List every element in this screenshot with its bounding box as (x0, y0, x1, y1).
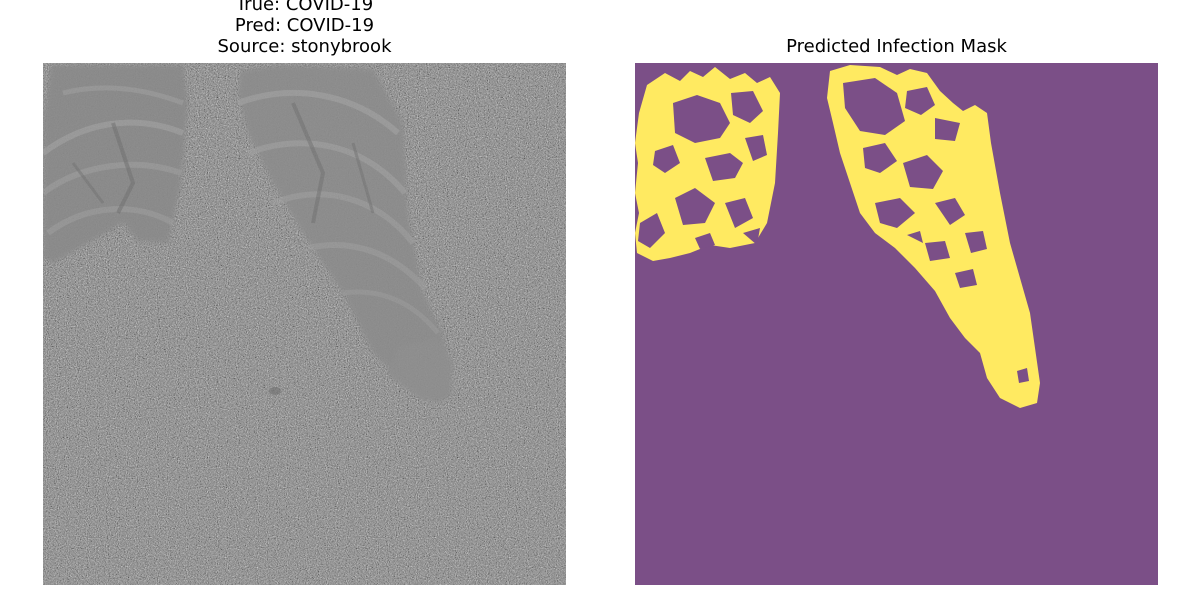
xray-svg (43, 63, 566, 585)
true-label: True: COVID-19 (235, 0, 374, 15)
mask-svg (635, 63, 1158, 585)
right-lung (236, 65, 453, 403)
source-label: Source: stonybrook (217, 36, 392, 57)
left-infection-region (635, 67, 780, 261)
right-infection-region (827, 65, 1040, 408)
xray-image (43, 63, 566, 585)
pred-label: Pred: COVID-19 (234, 15, 375, 36)
infection-mask-image (635, 63, 1158, 585)
artifact-dot (269, 387, 281, 395)
left-panel-title: True: COVID-19 Pred: COVID-19 Source: st… (43, 0, 566, 57)
mask-panel-title: Predicted Infection Mask (786, 36, 1007, 57)
left-lung (43, 65, 188, 263)
